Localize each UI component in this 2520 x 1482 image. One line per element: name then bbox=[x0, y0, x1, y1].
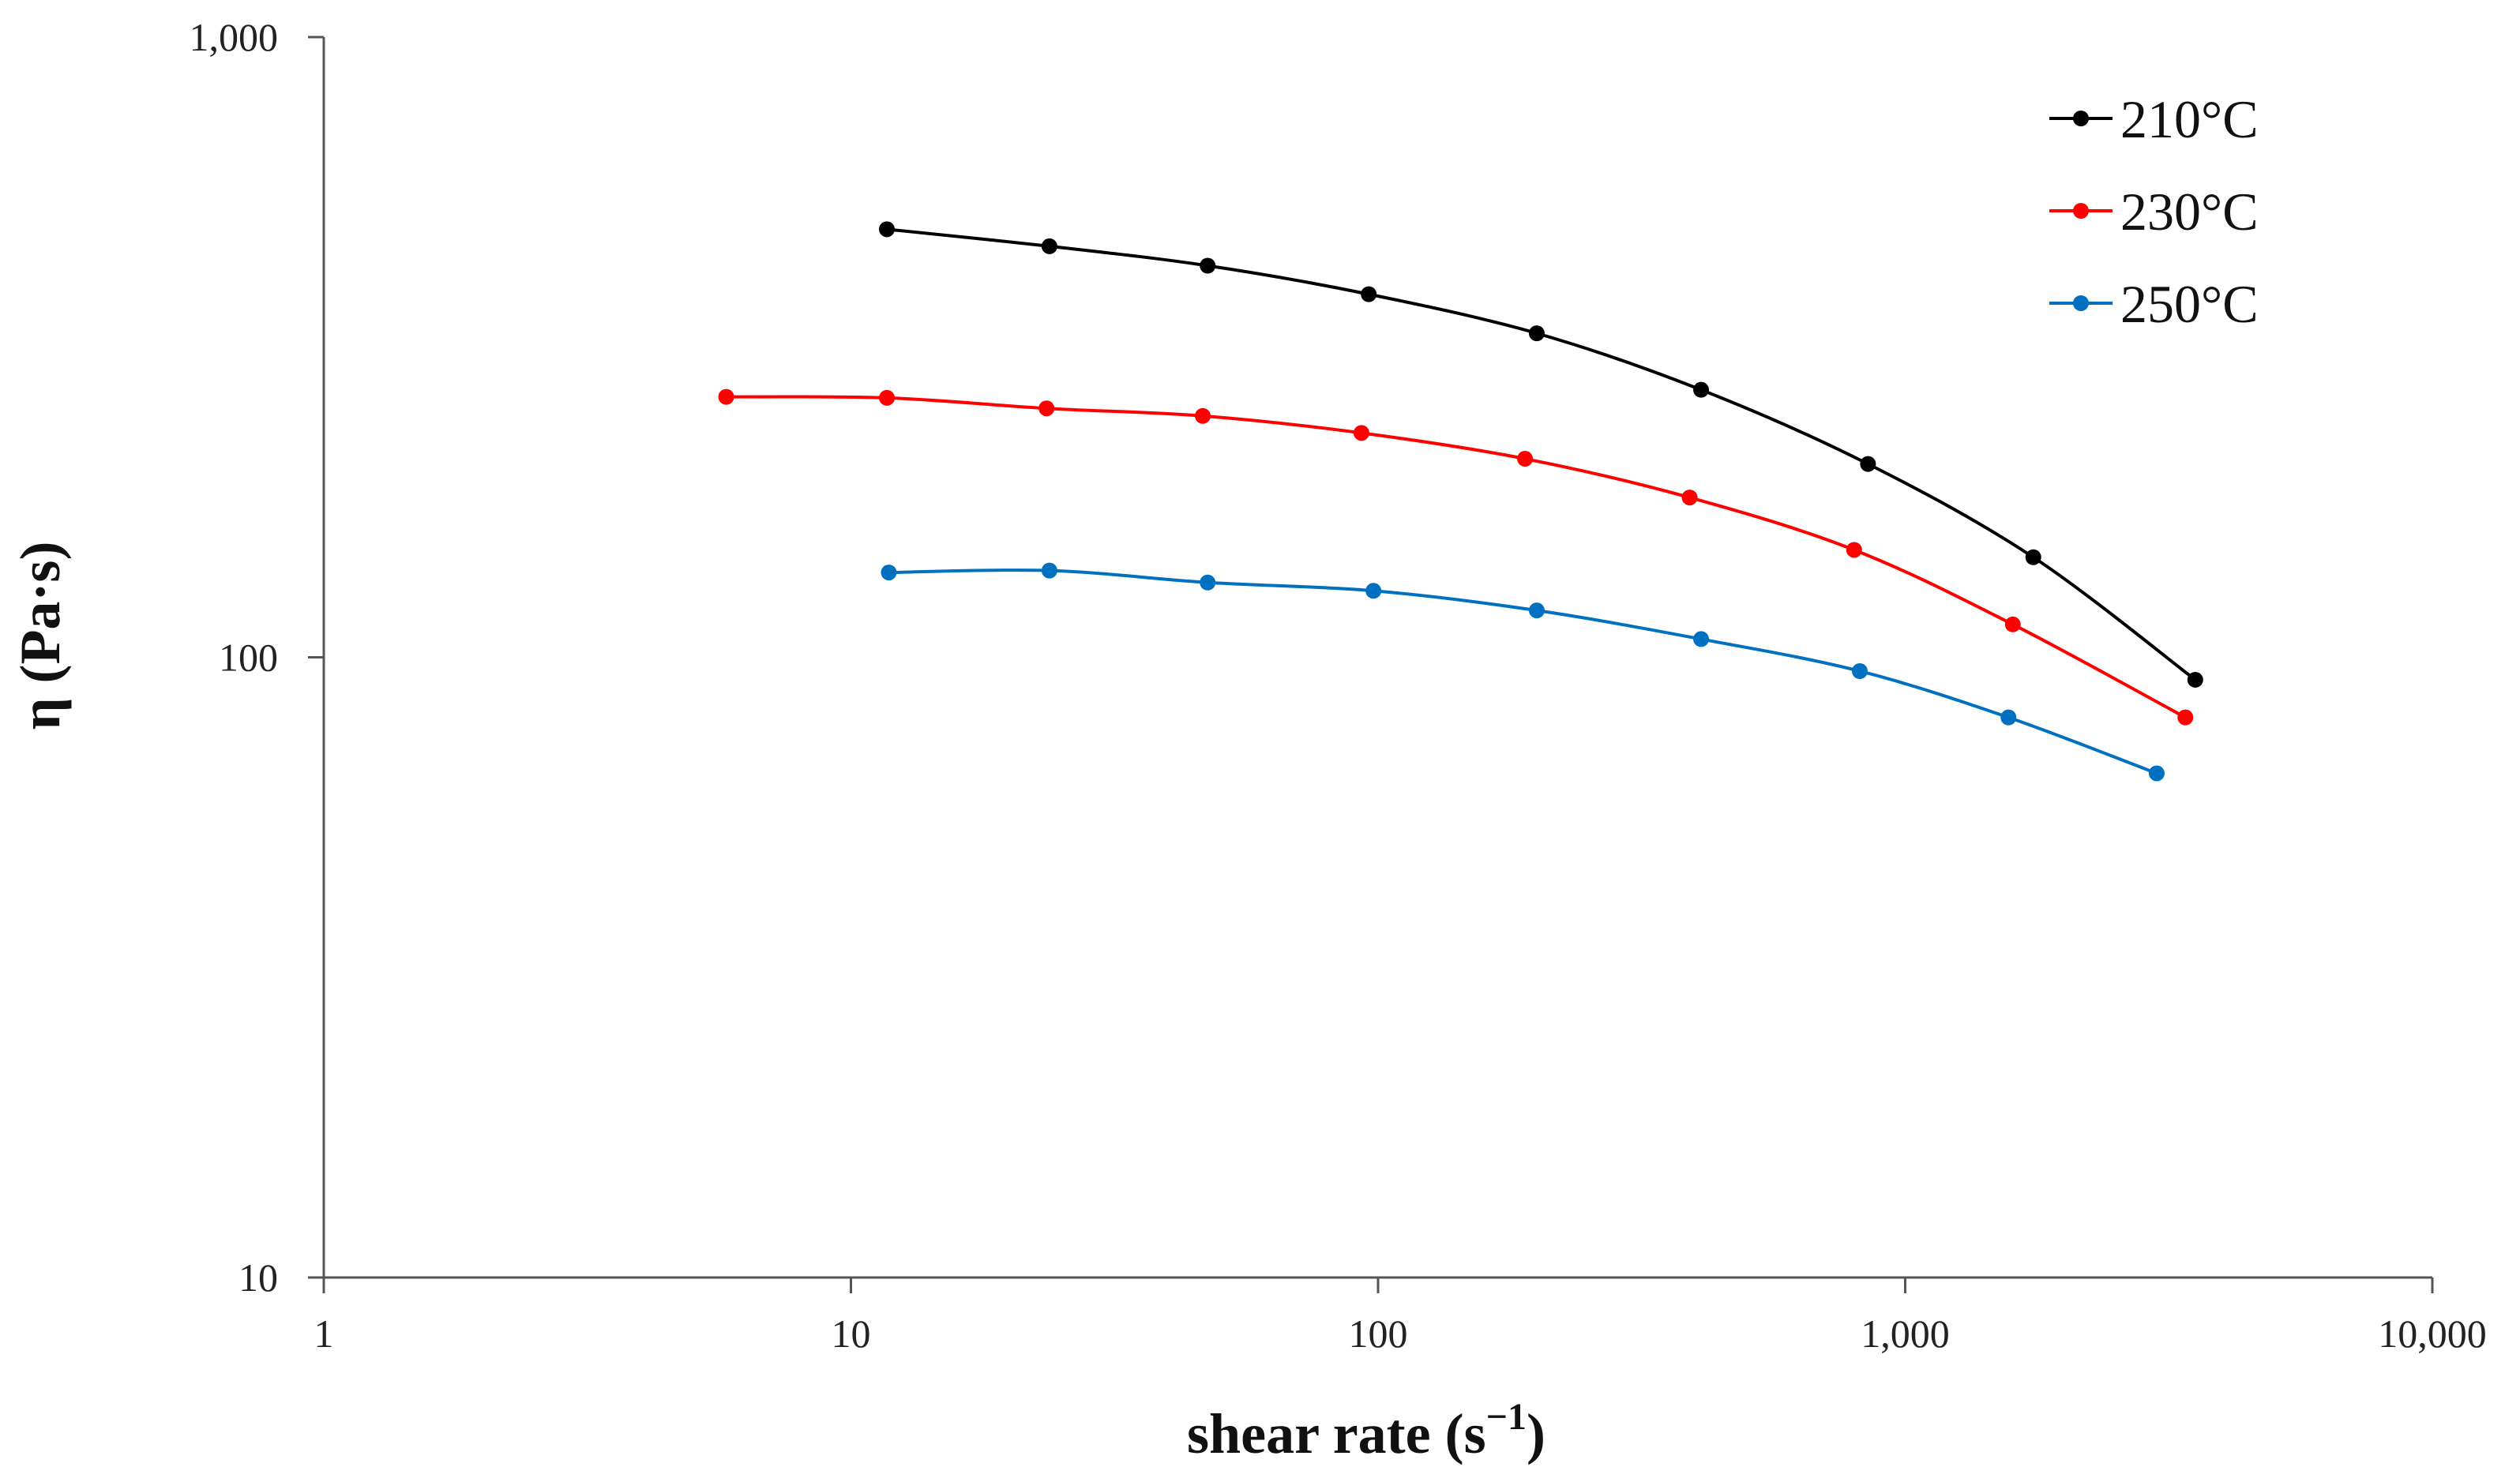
data-point bbox=[2177, 709, 2194, 726]
data-point bbox=[881, 565, 897, 581]
series-250°C bbox=[881, 562, 2165, 782]
legend-label: 230°C bbox=[2120, 182, 2259, 242]
data-point bbox=[1361, 286, 1377, 302]
x-axis-title-superscript: −1 bbox=[1486, 1396, 1527, 1438]
legend-item: 230°C bbox=[2049, 182, 2259, 242]
data-point bbox=[1353, 425, 1369, 441]
data-point bbox=[1195, 407, 1211, 424]
x-tick-label: 1,000 bbox=[1861, 1311, 1950, 1356]
y-axis-title: η (Pa·s) bbox=[9, 542, 72, 730]
data-point bbox=[2000, 709, 2017, 726]
data-point bbox=[1517, 451, 1534, 467]
data-point bbox=[1041, 562, 1057, 579]
data-point bbox=[1693, 381, 1710, 398]
y-tick-label: 10 bbox=[238, 1255, 278, 1300]
series-line bbox=[886, 227, 2196, 681]
data-point bbox=[1860, 456, 1876, 472]
x-tick-label: 10 bbox=[832, 1311, 871, 1356]
x-tick-label: 10,000 bbox=[2378, 1311, 2487, 1356]
legend-marker bbox=[2073, 295, 2089, 311]
y-tick-label: 100 bbox=[219, 636, 278, 680]
legend-label: 250°C bbox=[2120, 274, 2259, 334]
data-point bbox=[2004, 616, 2021, 632]
legend-label: 210°C bbox=[2120, 89, 2259, 149]
data-point bbox=[1528, 325, 1545, 342]
data-point bbox=[1041, 238, 1057, 254]
data-point bbox=[1528, 602, 1545, 619]
data-point bbox=[1038, 400, 1055, 417]
x-axis-title-suffix: ) bbox=[1527, 1402, 1545, 1465]
data-point bbox=[718, 388, 734, 405]
y-tick-label: 1,000 bbox=[190, 15, 279, 59]
legend-item: 250°C bbox=[2049, 274, 2259, 334]
legend: 210°C 230°C 250°C bbox=[2049, 89, 2259, 334]
data-point bbox=[1200, 574, 1216, 591]
data-point bbox=[879, 389, 896, 406]
series-line bbox=[726, 395, 2187, 719]
data-point bbox=[2187, 671, 2203, 688]
data-point bbox=[1693, 631, 1710, 647]
data-point bbox=[2025, 549, 2041, 565]
data-point bbox=[1851, 662, 1868, 679]
series-230°C bbox=[718, 388, 2194, 726]
legend-item: 210°C bbox=[2049, 89, 2259, 149]
x-axis-title: shear rate (s−1) bbox=[1187, 1396, 1545, 1465]
x-tick-label: 100 bbox=[1349, 1311, 1408, 1356]
axes: 1 10 100 1,000 10,000 10 100 1,000 bbox=[190, 15, 2487, 1356]
data-point bbox=[1365, 583, 1382, 599]
series-210°C bbox=[879, 221, 2203, 688]
x-tick-label: 1 bbox=[314, 1311, 334, 1356]
data-point bbox=[879, 221, 896, 238]
data-point bbox=[1200, 257, 1216, 274]
data-point bbox=[1681, 490, 1698, 506]
x-axis-title-main: shear rate (s bbox=[1187, 1402, 1486, 1465]
legend-marker bbox=[2073, 111, 2089, 126]
legend-marker bbox=[2073, 203, 2089, 219]
data-point bbox=[1846, 542, 1862, 558]
data-point bbox=[2148, 765, 2165, 782]
series-layer bbox=[718, 221, 2203, 782]
